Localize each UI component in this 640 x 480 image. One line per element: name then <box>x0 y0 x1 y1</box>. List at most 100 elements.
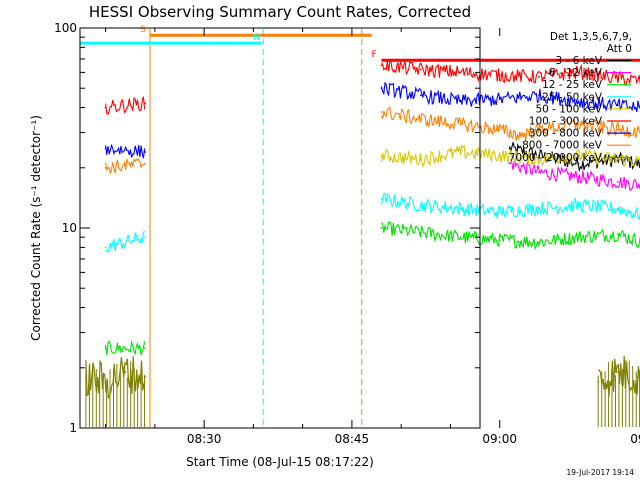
flag-label-f: F <box>371 50 376 60</box>
data-point-100-300-kev <box>498 74 501 77</box>
data-point-300-800-kev <box>617 104 619 107</box>
series-line-12-25-kev-segment-2 <box>381 221 640 251</box>
data-point-300-800-kev <box>420 94 422 97</box>
x-axis-label: Start Time (08-Jul-15 08:17:22) <box>186 455 374 469</box>
data-point-7000-20000-kev <box>636 376 639 378</box>
data-point-3-6-kev <box>508 147 511 150</box>
data-point-800-7000-kev <box>498 128 501 131</box>
legend-label-12-25-kev: 12 - 25 keV <box>542 79 603 91</box>
series-line-25-50-kev-segment-2 <box>380 192 640 221</box>
x-tick-label: 08:45 <box>335 432 370 446</box>
data-point-100-300-kev <box>577 71 580 74</box>
series-line-7000-20000-kev-segment-1 <box>85 356 146 399</box>
series-line-12-25-kev-segment-1 <box>105 340 146 356</box>
data-point-6-12-kev <box>617 181 619 183</box>
data-point-25-50-kev <box>144 236 146 239</box>
legend-label-25-50-kev: 25 - 50 keV <box>542 91 603 103</box>
series-line-100-300-kev-segment-1 <box>105 96 146 116</box>
data-point-100-300-kev <box>617 77 619 80</box>
data-point-7000-20000-kev <box>85 376 87 378</box>
y-tick-label: 100 <box>54 21 77 35</box>
data-point-800-7000-kev <box>617 128 619 131</box>
plot-frame <box>79 27 481 429</box>
y-tick-label: 1 <box>69 421 77 435</box>
y-axis-label: Corrected Count Rate (s⁻¹ detector⁻¹) <box>29 115 43 341</box>
data-point-100-300-kev <box>538 75 540 78</box>
data-point-3-6-kev <box>538 154 540 157</box>
x-tick-label: 09:00 <box>482 432 517 446</box>
data-point-300-800-kev <box>104 147 107 150</box>
data-point-300-800-kev <box>144 151 146 153</box>
data-point-7000-20000-kev <box>104 381 107 383</box>
data-point-50-100-kev <box>380 154 383 157</box>
data-point-50-100-kev <box>498 154 501 157</box>
data-point-7000-20000-kev <box>617 371 619 374</box>
data-point-800-7000-kev <box>144 162 146 165</box>
data-point-6-12-kev <box>577 176 580 178</box>
series-line-3-6-kev-segment-1 <box>509 142 640 173</box>
data-point-25-50-kev <box>617 207 619 210</box>
data-point-12-25-kev <box>577 236 580 239</box>
data-point-100-300-kev <box>380 64 383 67</box>
data-point-800-7000-kev <box>459 123 462 126</box>
legend-label-3-6-kev: 3 - 6 keV <box>555 55 602 67</box>
x-tick-label: 08:30 <box>187 432 222 446</box>
annotations-layer: S N F <box>80 25 640 427</box>
data-point-7000-20000-kev <box>144 376 146 378</box>
series-25-50-kev <box>104 192 640 253</box>
data-point-25-50-kev <box>459 207 462 210</box>
legend-header-line-1: Det 1,3,5,6,7,9, <box>550 31 632 43</box>
data-point-100-300-kev <box>104 106 107 109</box>
data-point-12-25-kev <box>380 227 383 229</box>
data-point-3-6-kev <box>577 162 580 165</box>
data-point-800-7000-kev <box>577 123 580 126</box>
data-point-25-50-kev <box>538 207 540 210</box>
data-point-7000-20000-kev <box>124 371 127 374</box>
data-point-25-50-kev <box>498 211 501 214</box>
data-point-12-25-kev <box>420 231 422 234</box>
series-12-25-kev <box>104 221 640 356</box>
legend-label-300-800-kev: 300 - 800 keV <box>529 128 603 140</box>
data-point-50-100-kev <box>420 158 422 161</box>
flag-label-s: S <box>140 25 146 35</box>
data-point-100-300-kev <box>459 71 462 74</box>
data-point-12-25-kev <box>104 347 107 350</box>
series-line-300-800-kev-segment-1 <box>105 143 146 159</box>
footer-timestamp: 19-Jul-2017 19:14 <box>566 468 634 477</box>
series-line-6-12-kev-segment-1 <box>509 160 640 192</box>
chart-title: HESSI Observing Summary Count Rates, Cor… <box>89 3 471 21</box>
data-point-6-12-kev <box>508 162 511 165</box>
data-point-25-50-kev <box>577 204 580 207</box>
data-point-25-50-kev <box>104 246 107 249</box>
data-point-300-800-kev <box>538 94 540 97</box>
data-point-800-7000-kev <box>380 111 383 113</box>
data-point-12-25-kev <box>538 241 540 244</box>
data-point-25-50-kev <box>420 204 422 207</box>
data-point-50-100-kev <box>459 151 462 153</box>
y-tick-label: 10 <box>62 221 77 235</box>
data-point-300-800-kev <box>498 98 501 101</box>
data-point-50-100-kev <box>617 158 619 161</box>
legend-label-100-300-kev: 100 - 300 keV <box>529 116 603 128</box>
data-point-12-25-kev <box>144 347 146 350</box>
data-point-50-100-kev <box>538 158 540 161</box>
data-point-800-7000-kev <box>420 118 422 121</box>
data-point-25-50-kev <box>380 197 383 200</box>
data-point-300-800-kev <box>380 87 383 90</box>
series-7000-20000-kev <box>85 355 640 427</box>
data-point-12-25-kev <box>617 233 619 236</box>
legend-label-7000-20000-kev: 7000 - 20000 keV <box>509 152 603 164</box>
data-point-800-7000-kev <box>518 134 521 137</box>
data-point-300-800-kev <box>577 100 580 103</box>
data-point-800-7000-kev <box>538 128 540 131</box>
data-point-7000-20000-kev <box>597 381 600 383</box>
data-point-12-25-kev <box>459 236 462 239</box>
series-line-25-50-kev-segment-1 <box>105 230 145 253</box>
series-line-800-7000-kev-segment-1 <box>105 158 145 174</box>
data-point-12-25-kev <box>498 239 501 242</box>
flag-label-n: N <box>253 33 260 43</box>
data-point-50-100-kev <box>577 154 580 157</box>
data-point-800-7000-kev <box>104 166 107 169</box>
